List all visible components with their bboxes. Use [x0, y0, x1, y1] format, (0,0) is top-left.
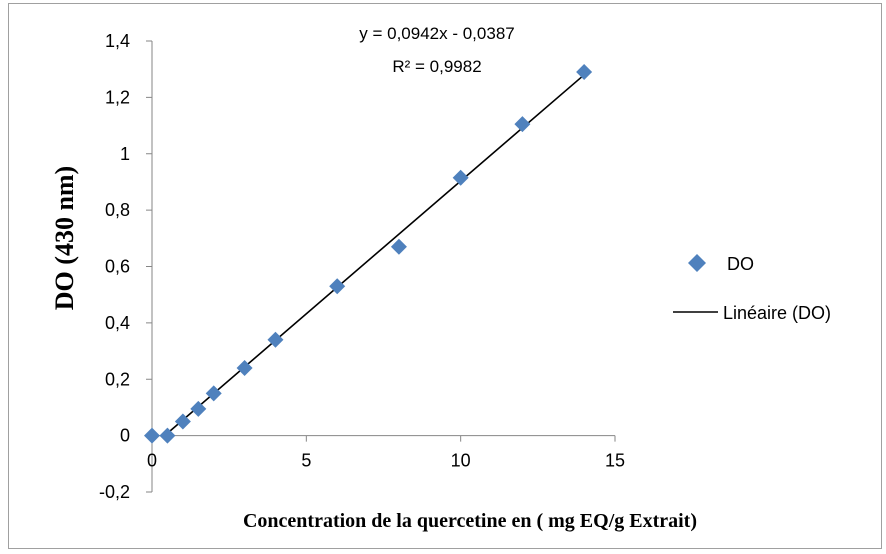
x-axis-title: Concentration de la quercetine en ( mg E…: [243, 510, 697, 532]
data-point: [452, 169, 469, 186]
y-tick-label: 0,2: [105, 369, 130, 389]
y-tick-label: 1,4: [105, 31, 130, 51]
data-point: [190, 400, 207, 417]
data-point: [390, 238, 407, 255]
y-tick-label: 1,2: [105, 87, 130, 107]
data-points: [144, 64, 593, 444]
x-axis-ticks: 0 5 10 15: [147, 435, 625, 471]
data-point: [144, 427, 160, 444]
y-tick-label: 1: [120, 144, 130, 164]
x-tick-label: 15: [605, 451, 625, 471]
y-tick-label: 0,6: [105, 257, 130, 277]
y-axis-ticks: -0,2 0 0,2 0,4 0,6 0,8 1 1,2 1,4: [99, 31, 152, 502]
data-point: [576, 64, 593, 81]
data-point: [159, 427, 176, 444]
legend: DO Linéaire (DO): [673, 254, 831, 323]
x-tick-label: 0: [147, 451, 157, 471]
data-point: [329, 278, 346, 295]
y-tick-label: -0,2: [99, 482, 130, 502]
legend-label-do: DO: [727, 254, 754, 274]
y-tick-label: 0: [120, 426, 130, 446]
data-point: [236, 359, 253, 376]
data-point: [205, 385, 222, 402]
trendline-equation: y = 0,0942x - 0,0387: [359, 24, 514, 43]
chart-frame: [8, 3, 882, 549]
y-axis-title: DO (430 nm): [50, 166, 79, 310]
trendline-r-squared: R² = 0,9982: [392, 57, 481, 76]
y-tick-label: 0,8: [105, 200, 130, 220]
data-point: [267, 331, 284, 348]
y-tick-label: 0,4: [105, 313, 130, 333]
data-point: [514, 116, 531, 133]
trendline: [164, 74, 585, 437]
x-tick-label: 5: [301, 451, 311, 471]
legend-marker-diamond: [688, 254, 706, 272]
x-tick-label: 10: [451, 451, 471, 471]
legend-label-trendline: Linéaire (DO): [723, 303, 831, 323]
data-point: [174, 413, 191, 430]
